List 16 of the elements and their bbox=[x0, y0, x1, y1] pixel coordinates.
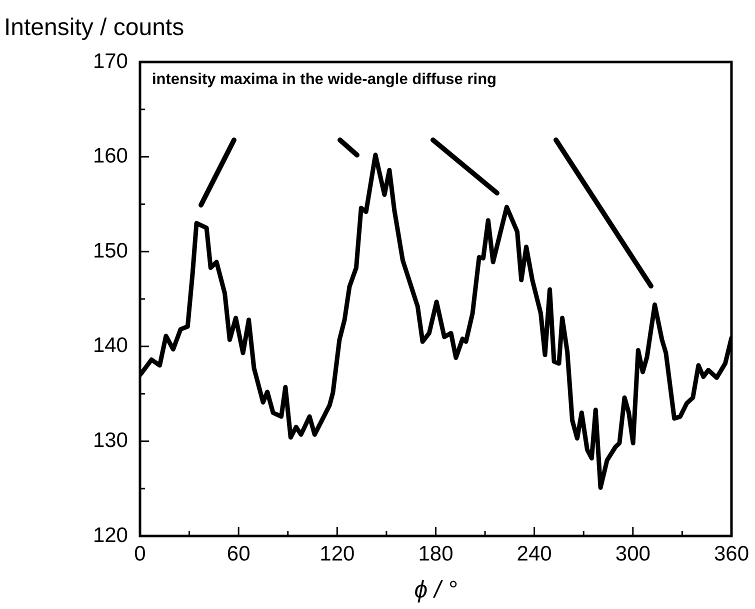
x-tick-label: 60 bbox=[226, 542, 250, 566]
x-tick-label: 240 bbox=[516, 542, 552, 566]
y-tick-label: 150 bbox=[92, 239, 128, 262]
y-axis-title: Intensity / counts bbox=[4, 14, 184, 42]
x-tick-label: 120 bbox=[320, 542, 355, 566]
y-tick-label: 140 bbox=[92, 334, 128, 358]
x-tick-label: 360 bbox=[714, 542, 750, 566]
y-tick-label: 130 bbox=[92, 428, 128, 452]
y-tick-label: 160 bbox=[92, 144, 128, 168]
annotation: intensity maxima in the wide-angle diffuse ring bbox=[152, 71, 497, 88]
x-axis-title: ϕ / ° bbox=[414, 576, 458, 604]
y-tick-label: 170 bbox=[92, 50, 128, 73]
x-tick-label: 0 bbox=[134, 542, 146, 566]
x-tick-label: 180 bbox=[418, 542, 454, 566]
x-tick-label: 300 bbox=[615, 542, 650, 566]
y-tick-label: 120 bbox=[92, 524, 128, 547]
